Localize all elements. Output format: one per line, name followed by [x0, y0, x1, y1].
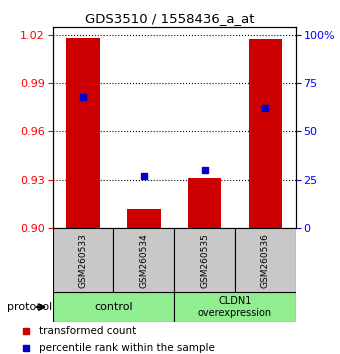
Text: GSM260535: GSM260535	[200, 233, 209, 288]
Bar	[66, 38, 100, 228]
Text: GDS3510 / 1558436_a_at: GDS3510 / 1558436_a_at	[85, 12, 255, 25]
Bar	[174, 292, 296, 322]
Bar	[53, 292, 174, 322]
Bar	[114, 228, 174, 292]
Text: GSM260536: GSM260536	[261, 233, 270, 288]
Bar	[127, 209, 160, 228]
Text: percentile rank within the sample: percentile rank within the sample	[39, 343, 215, 353]
Text: GSM260533: GSM260533	[79, 233, 88, 288]
Text: protocol: protocol	[7, 302, 52, 312]
Text: GSM260534: GSM260534	[139, 233, 148, 287]
Bar	[235, 228, 296, 292]
Text: control: control	[94, 302, 133, 312]
Bar	[53, 228, 114, 292]
Bar	[188, 178, 221, 228]
Bar	[174, 228, 235, 292]
Text: transformed count: transformed count	[39, 326, 136, 336]
Text: CLDN1
overexpression: CLDN1 overexpression	[198, 296, 272, 318]
Bar	[249, 39, 282, 228]
